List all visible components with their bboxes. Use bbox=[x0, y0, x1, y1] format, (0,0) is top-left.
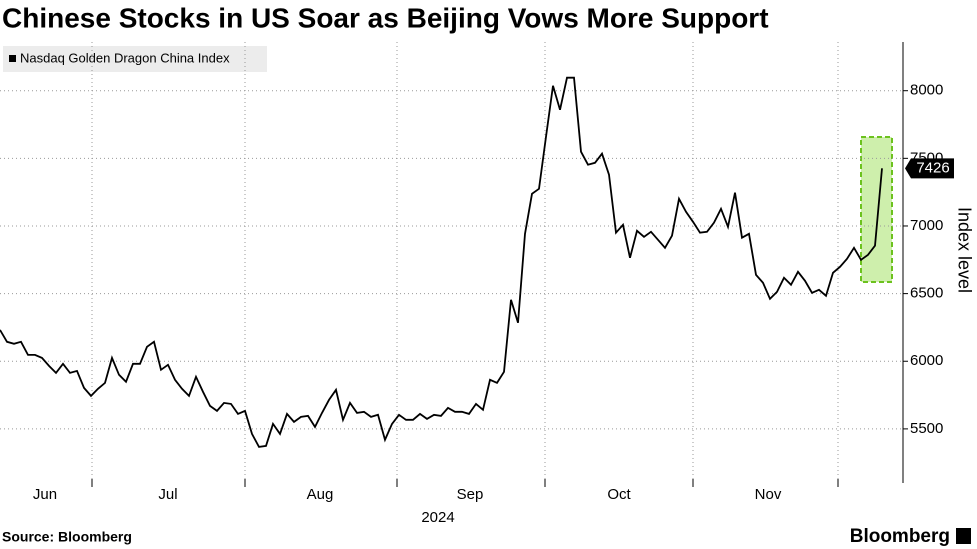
x-tick-label: Jul bbox=[158, 486, 177, 503]
last-value-label: 7426 bbox=[916, 159, 949, 176]
x-tick-label: Aug bbox=[307, 486, 334, 503]
legend-swatch bbox=[9, 55, 16, 62]
y-tick-label: 6500 bbox=[910, 285, 943, 302]
x-tick-label: Sep bbox=[457, 486, 484, 503]
legend bbox=[3, 46, 267, 72]
x-year-label: 2024 bbox=[421, 509, 454, 526]
y-axis-title: Index level bbox=[954, 207, 974, 293]
x-tick-label: Nov bbox=[755, 486, 782, 503]
x-tick-label: Oct bbox=[607, 486, 631, 503]
y-tick-label: 5500 bbox=[910, 420, 943, 437]
brand-icon bbox=[956, 528, 971, 544]
source: Source: Bloomberg bbox=[2, 529, 132, 545]
brand: Bloomberg bbox=[850, 526, 950, 547]
chart-title: Chinese Stocks in US Soar as Beijing Vow… bbox=[2, 2, 769, 33]
x-tick-label: Jun bbox=[33, 486, 57, 503]
y-tick-label: 6000 bbox=[910, 352, 943, 369]
last-value-callout bbox=[905, 158, 954, 179]
y-tick-label: 7000 bbox=[910, 217, 943, 234]
legend-label: Nasdaq Golden Dragon China Index bbox=[20, 50, 230, 65]
highlight-box bbox=[860, 136, 893, 283]
y-tick-label: 8000 bbox=[910, 82, 943, 99]
line bbox=[0, 76, 883, 448]
